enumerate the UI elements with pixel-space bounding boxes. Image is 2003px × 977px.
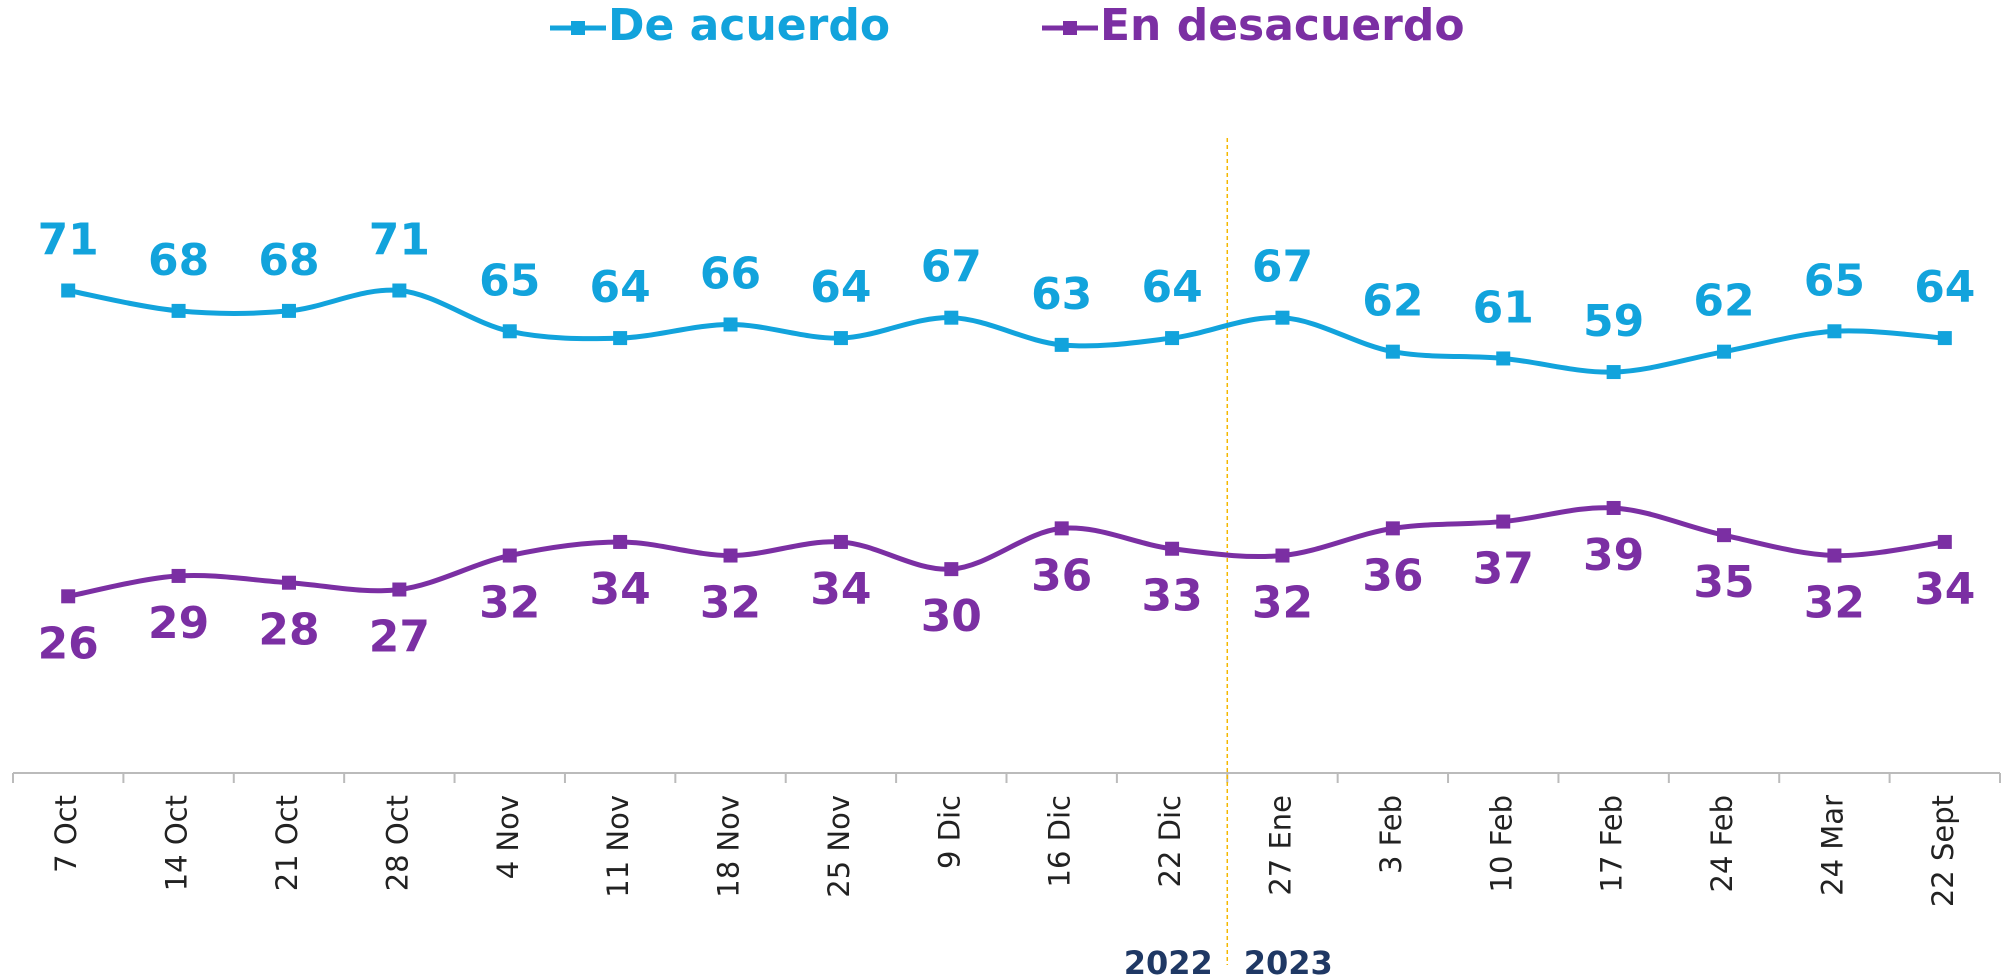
- point-marker: [1937, 534, 1952, 549]
- data-label: 34: [590, 564, 651, 615]
- data-label: 68: [258, 235, 319, 286]
- x-tick-label: 10 Feb: [1484, 795, 1518, 892]
- point-marker: [1165, 331, 1180, 346]
- point-marker: [171, 568, 186, 583]
- point-marker: [1275, 548, 1290, 563]
- data-label: 71: [369, 215, 430, 266]
- point-marker: [944, 310, 959, 325]
- data-label: 33: [1141, 571, 1202, 622]
- x-tick-label: 21 Oct: [270, 795, 304, 891]
- data-label: 35: [1693, 557, 1754, 608]
- data-label: 66: [700, 248, 761, 299]
- x-tick-label: 4 Nov: [491, 795, 525, 879]
- data-label: 68: [148, 235, 209, 286]
- legend-label: De acuerdo: [608, 0, 890, 51]
- point-marker: [392, 582, 407, 597]
- data-label: 63: [1031, 269, 1092, 320]
- year-label: 2022: [1124, 944, 1213, 977]
- x-tick-label: 24 Mar: [1815, 795, 1849, 896]
- data-label: 62: [1693, 276, 1754, 327]
- data-label: 59: [1583, 296, 1644, 347]
- point-marker: [944, 562, 959, 577]
- data-label: 39: [1583, 530, 1644, 581]
- x-tick-label: 11 Nov: [601, 795, 635, 898]
- x-tick-label: 3 Feb: [1374, 795, 1408, 874]
- point-marker: [281, 575, 296, 590]
- data-label: 67: [921, 242, 982, 293]
- data-label: 32: [1252, 578, 1313, 629]
- point-marker: [502, 548, 517, 563]
- point-marker: [1496, 351, 1511, 366]
- data-label: 64: [1141, 262, 1202, 313]
- x-tick-label: 27 Ene: [1263, 795, 1297, 896]
- point-marker: [1717, 344, 1732, 359]
- data-label: 36: [1362, 550, 1423, 601]
- point-marker: [833, 534, 848, 549]
- data-label: 62: [1362, 276, 1423, 327]
- point-marker: [833, 331, 848, 346]
- point-marker: [613, 331, 628, 346]
- data-label: 67: [1252, 242, 1313, 293]
- data-label: 29: [148, 598, 209, 649]
- point-marker: [1165, 541, 1180, 556]
- data-label: 30: [921, 591, 982, 642]
- data-label: 34: [1914, 564, 1975, 615]
- point-marker: [1827, 548, 1842, 563]
- point-marker: [1496, 514, 1511, 529]
- data-label: 65: [1804, 255, 1865, 306]
- legend-marker: [571, 21, 585, 35]
- data-label: 36: [1031, 550, 1092, 601]
- point-marker: [1606, 500, 1621, 515]
- point-marker: [1606, 365, 1621, 380]
- series-line: [67, 287, 1945, 375]
- x-tick-label: 22 Sept: [1926, 795, 1960, 907]
- year-label: 2023: [1244, 944, 1333, 977]
- data-label: 64: [590, 262, 651, 313]
- x-tick-label: 25 Nov: [822, 795, 856, 898]
- point-marker: [1937, 331, 1952, 346]
- point-marker: [502, 324, 517, 339]
- legend-label: En desacuerdo: [1100, 0, 1465, 51]
- data-label: 64: [1914, 262, 1975, 313]
- point-marker: [281, 303, 296, 318]
- point-marker: [1827, 324, 1842, 339]
- data-label: 32: [479, 578, 540, 629]
- series-line: [67, 505, 1946, 599]
- x-tick-label: 9 Dic: [932, 795, 966, 869]
- data-label: 32: [1804, 578, 1865, 629]
- point-marker: [613, 534, 628, 549]
- point-marker: [171, 303, 186, 318]
- data-label: 26: [38, 618, 99, 669]
- x-tick-label: 14 Oct: [160, 795, 194, 891]
- point-marker: [1385, 521, 1400, 536]
- data-label: 28: [258, 605, 319, 656]
- data-label: 37: [1473, 544, 1534, 595]
- point-marker: [1385, 344, 1400, 359]
- data-label: 32: [700, 578, 761, 629]
- x-tick-label: 24 Feb: [1705, 795, 1739, 892]
- data-label: 71: [38, 215, 99, 266]
- x-tick-label: 17 Feb: [1595, 795, 1629, 892]
- x-tick-label: 22 Dic: [1153, 795, 1187, 887]
- point-marker: [1054, 337, 1069, 352]
- point-marker: [1275, 310, 1290, 325]
- point-marker: [723, 548, 738, 563]
- data-label: 64: [810, 262, 871, 313]
- point-marker: [723, 317, 738, 332]
- data-label: 27: [369, 612, 430, 663]
- data-label: 61: [1473, 282, 1534, 333]
- point-marker: [392, 283, 407, 298]
- x-tick-label: 16 Dic: [1043, 795, 1077, 887]
- data-label: 34: [810, 564, 871, 615]
- point-marker: [61, 283, 76, 298]
- legend-marker: [1063, 21, 1077, 35]
- point-marker: [1717, 528, 1732, 543]
- x-tick-label: 7 Oct: [49, 795, 83, 873]
- data-label: 65: [479, 255, 540, 306]
- x-tick-label: 18 Nov: [712, 795, 746, 898]
- point-marker: [1054, 521, 1069, 536]
- x-tick-label: 28 Oct: [380, 795, 414, 891]
- point-marker: [61, 589, 76, 604]
